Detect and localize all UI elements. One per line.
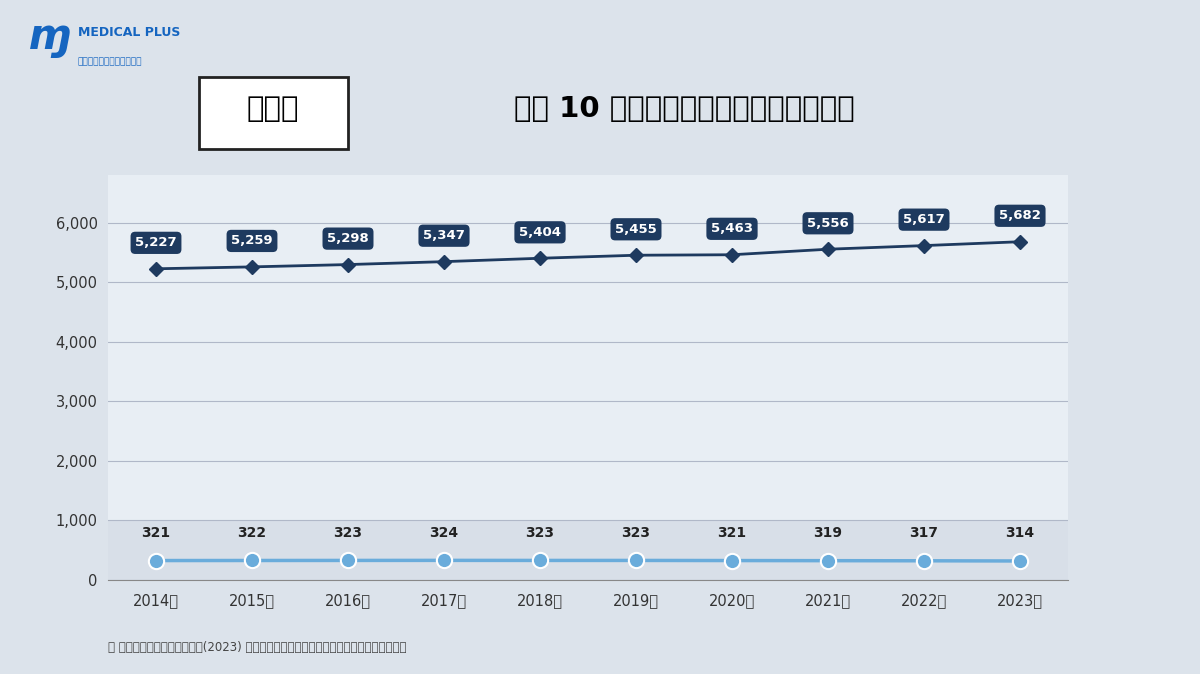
- 診療所数: [245, 263, 259, 271]
- 病 院 数: [533, 556, 547, 564]
- 診療所数: [533, 254, 547, 262]
- Text: 5,227: 5,227: [136, 237, 176, 249]
- 診療所数: [917, 241, 931, 249]
- Bar: [108, 520, 1068, 580]
- 病 院 数: [437, 556, 451, 564]
- Text: 5,682: 5,682: [1000, 210, 1040, 222]
- Text: 過去 10 年間の診療所数と病院数の推移: 過去 10 年間の診療所数と病院数の推移: [514, 96, 854, 123]
- Text: 5,556: 5,556: [808, 217, 848, 230]
- Text: 324: 324: [430, 526, 458, 540]
- Text: 323: 323: [334, 526, 362, 540]
- 病 院 数: [629, 556, 643, 564]
- 診療所数: [1013, 238, 1027, 246]
- 病 院 数: [917, 557, 931, 565]
- 診療所数: [341, 261, 355, 269]
- Text: 5,347: 5,347: [424, 229, 464, 242]
- 診療所数: [821, 245, 835, 253]
- 病 院 数: [245, 557, 259, 565]
- Text: 5,617: 5,617: [904, 213, 944, 226]
- Text: 314: 314: [1006, 526, 1034, 540]
- Text: MEDICAL PLUS: MEDICAL PLUS: [78, 26, 180, 39]
- Text: 5,463: 5,463: [710, 222, 754, 235]
- Text: 319: 319: [814, 526, 842, 540]
- 診療所数: [725, 251, 739, 259]
- Line: 診療所数: 診療所数: [151, 237, 1025, 274]
- Text: 321: 321: [718, 526, 746, 540]
- Text: 愛知県: 愛知県: [247, 96, 299, 123]
- 診療所数: [437, 257, 451, 266]
- 病 院 数: [821, 557, 835, 565]
- 診療所数: [149, 265, 163, 273]
- Text: 5,404: 5,404: [520, 226, 562, 239]
- Text: 5,455: 5,455: [616, 223, 656, 236]
- 病 院 数: [725, 557, 739, 565]
- Text: 322: 322: [238, 526, 266, 540]
- Text: 323: 323: [526, 526, 554, 540]
- Text: 317: 317: [910, 526, 938, 540]
- FancyBboxPatch shape: [199, 77, 348, 149]
- 病 院 数: [341, 556, 355, 564]
- Text: 5,259: 5,259: [232, 235, 272, 247]
- Text: 株式会社メディカルプラス: 株式会社メディカルプラス: [78, 57, 143, 67]
- Text: 321: 321: [142, 526, 170, 540]
- Text: 323: 323: [622, 526, 650, 540]
- 病 院 数: [1013, 557, 1027, 565]
- Text: 5,298: 5,298: [328, 232, 368, 245]
- 診療所数: [629, 251, 643, 259]
- 病 院 数: [149, 557, 163, 565]
- Text: ＊ 出典：厚生労働省「令和５(2023) 年医療施設（静態・動態）調査・病院報告の概況」: ＊ 出典：厚生労働省「令和５(2023) 年医療施設（静態・動態）調査・病院報告…: [108, 641, 407, 654]
- Line: 病 院 数: 病 院 数: [149, 553, 1027, 569]
- Text: ɱ: ɱ: [29, 16, 72, 58]
